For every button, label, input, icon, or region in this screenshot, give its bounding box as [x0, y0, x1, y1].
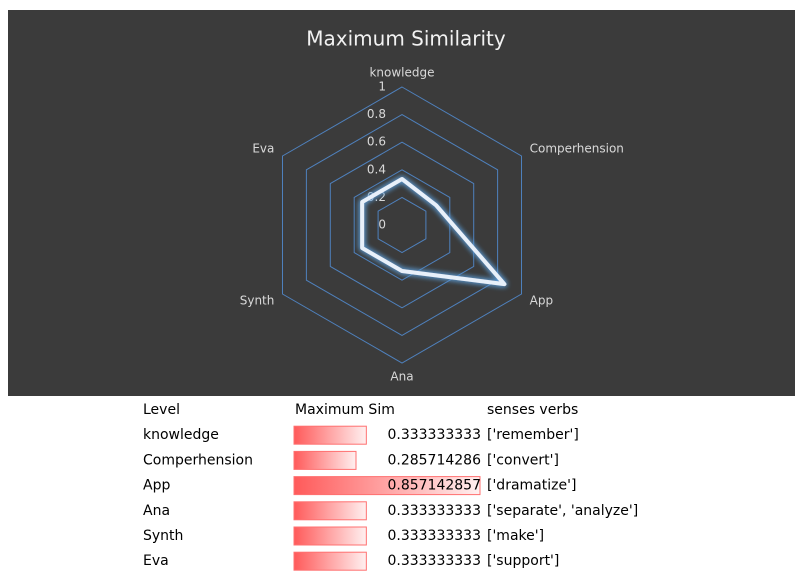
table-header: Maximum Sim [295, 402, 395, 418]
r-tick-label: 0.8 [367, 107, 386, 121]
radar-line [360, 177, 507, 287]
value-cell: 0.857142857 [387, 478, 481, 494]
r-tick-label: 0.4 [367, 162, 386, 176]
data-bar [293, 425, 367, 445]
category-label: Ana [390, 370, 413, 384]
value-cell: 0.333333333 [387, 528, 481, 544]
category-label: knowledge [369, 66, 434, 80]
data-bar [293, 526, 367, 546]
grid-hexagon [305, 114, 499, 336]
grid-hexagon [377, 196, 427, 254]
value-cell: 0.333333333 [387, 503, 481, 519]
grid-hexagon [281, 86, 523, 364]
value-cell: 0.285714286 [387, 452, 481, 468]
value-cell: 0.333333333 [387, 427, 481, 443]
data-bar [293, 551, 367, 571]
category-label: Synth [240, 294, 275, 308]
r-tick-label: 0.6 [367, 135, 386, 149]
level-cell: App [143, 478, 170, 494]
level-cell: Synth [143, 528, 183, 544]
category-label: App [530, 294, 553, 308]
data-bar [293, 476, 481, 496]
grid-hexagon [329, 141, 475, 309]
r-tick-label: 0.2 [367, 190, 386, 204]
category-label: Comperhension [530, 142, 624, 156]
level-cell: Ana [143, 503, 170, 519]
data-bar [293, 450, 357, 470]
level-cell: Eva [143, 553, 169, 569]
data-bar [293, 501, 367, 521]
verbs-cell: ['support'] [487, 553, 559, 569]
table-header: senses verbs [487, 402, 578, 418]
level-cell: knowledge [143, 427, 219, 443]
chart-title: Maximum Similarity [306, 27, 506, 51]
chart-area [8, 10, 795, 396]
verbs-cell: ['convert'] [487, 452, 559, 468]
grid-hexagon [353, 169, 451, 281]
category-label: Eva [252, 142, 274, 156]
level-cell: Comperhension [143, 452, 253, 468]
verbs-cell: ['remember'] [487, 427, 579, 443]
verbs-cell: ['dramatize'] [487, 478, 576, 494]
r-tick-label: 1 [378, 80, 386, 94]
table-header: Level [143, 402, 180, 418]
r-tick-label: 0 [378, 218, 386, 232]
verbs-cell: ['make'] [487, 528, 544, 544]
verbs-cell: ['separate', 'analyze'] [487, 503, 638, 519]
value-cell: 0.333333333 [387, 553, 481, 569]
